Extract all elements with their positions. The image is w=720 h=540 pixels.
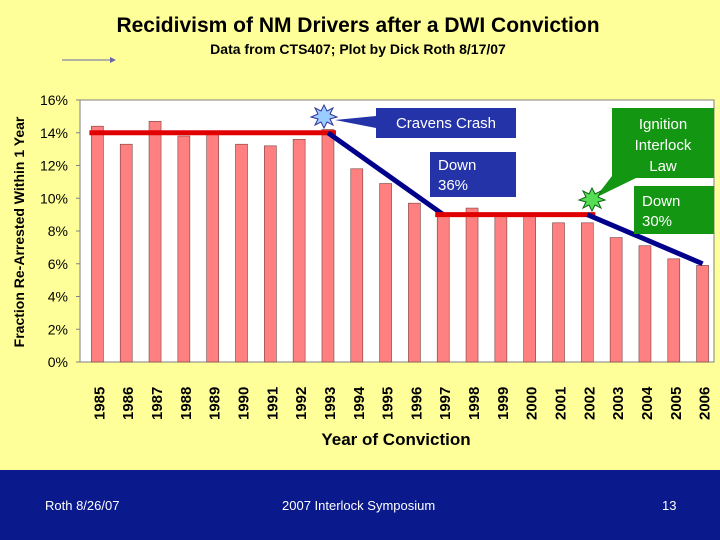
interlock-callout (612, 108, 714, 178)
bar-2005 (667, 258, 681, 363)
x-tick-labels: 1985 1986 1987 1988 1989 1990 1991 1992 1993 1994… (91, 386, 713, 420)
trend-decline-2002-2006 (586, 212, 704, 267)
x-tick-label-1990: 1990 (236, 387, 253, 420)
x-tick-label-1999: 1999 (495, 387, 512, 420)
y-tick-label: 8% (48, 223, 68, 239)
x-tick-label-1998: 1998 (466, 387, 483, 420)
bar-1995 (379, 183, 392, 363)
x-tick-label-2003: 2003 (610, 387, 627, 420)
y-tick-label: 2% (48, 321, 68, 337)
x-tick-label-1996: 1996 (408, 387, 425, 420)
x-tick-label-1992: 1992 (293, 387, 310, 420)
bar-2006 (696, 265, 709, 363)
bar-1996 (408, 202, 421, 363)
bars (91, 120, 709, 363)
y-tick-label: 14% (40, 125, 68, 141)
x-tick-label-2006: 2006 (697, 387, 714, 420)
y-tick-label: 6% (48, 256, 68, 272)
bar-2004 (638, 245, 652, 363)
x-tick-label-1988: 1988 (178, 387, 195, 420)
y-tick-label: 10% (40, 190, 68, 206)
x-tick-label-1985: 1985 (91, 387, 108, 420)
y-tick-label: 12% (40, 158, 68, 174)
chart-subtitle: Data from CTS407; Plot by Dick Roth 8/17… (210, 41, 506, 57)
interlock-callout-text-line1: Ignition (639, 116, 687, 133)
y-axis-label: Fraction Re-Arrested Within 1 Year (11, 116, 27, 347)
bar-1986 (119, 143, 133, 363)
down30-callout-text-line1: Down (642, 193, 680, 210)
down30-callout-text-line2: 30% (642, 213, 672, 230)
footer-author-date: Roth 8/26/07 (45, 498, 120, 513)
cravens-callout (376, 108, 516, 138)
cravens-callout-pointer (335, 116, 376, 128)
x-tick-label-2000: 2000 (524, 387, 541, 420)
x-tick-label-1989: 1989 (207, 387, 224, 420)
down36-callout-text-line1: Down (438, 157, 476, 174)
bar-1999 (494, 212, 508, 363)
y-tick-label: 16% (40, 92, 68, 108)
slide: Recidivism of NM Drivers after a DWI Con… (11, 14, 715, 449)
footer-page-number: 13 (662, 498, 677, 513)
bar-2001 (552, 222, 565, 363)
bar-1997 (436, 214, 450, 363)
interlock-callout-pointer (595, 176, 640, 198)
cravens-callout-text: Cravens Crash (396, 115, 496, 132)
trend-decline-1993-1997 (326, 130, 445, 217)
bar-2003 (609, 237, 623, 363)
x-axis-label: Year of Conviction (321, 430, 470, 449)
bar-2000 (523, 212, 536, 363)
bar-1990 (235, 143, 248, 363)
down36-callout (430, 152, 516, 197)
y-ticks: 0% 2% 4% 6% 8% 10% 12% 14% 16% (40, 92, 80, 370)
footer-event: 2007 Interlock Symposium (282, 498, 436, 513)
down30-callout (634, 186, 714, 234)
footer: Roth 8/26/07 2007 Interlock Symposium 13 (0, 470, 720, 540)
bar-1989 (206, 130, 219, 363)
x-tick-label-2001: 2001 (553, 387, 570, 420)
x-tick-label-1993: 1993 (322, 387, 339, 420)
bar-1998 (465, 207, 479, 363)
x-tick-label-1987: 1987 (149, 387, 166, 420)
bar-1994 (350, 168, 364, 363)
interlock-callout-text-line3: Law (649, 158, 677, 175)
bar-1987 (148, 120, 162, 363)
x-tick-label-1995: 1995 (380, 387, 397, 420)
down36-callout-text-line2: 36% (438, 177, 468, 194)
x-tick-label-2005: 2005 (668, 387, 685, 420)
interlock-callout-text-line2: Interlock (635, 137, 692, 154)
y-tick-label: 0% (48, 354, 68, 370)
trend-lines (89, 130, 704, 267)
bar-1992 (292, 139, 306, 363)
x-tick-label-1994: 1994 (351, 386, 368, 420)
x-tick-label-1986: 1986 (120, 387, 137, 420)
crash-burst-icon (309, 103, 339, 130)
bar-1991 (264, 145, 277, 363)
subtitle-arrow-head (110, 57, 116, 63)
bar-1988 (177, 135, 191, 363)
x-tick-label-2002: 2002 (581, 387, 598, 420)
x-tick-label-1997: 1997 (437, 387, 454, 420)
chart: Recidivism of NM Drivers after a DWI Con… (11, 14, 715, 449)
x-tick-label-1991: 1991 (264, 387, 281, 420)
chart-title: Recidivism of NM Drivers after a DWI Con… (116, 14, 599, 37)
y-tick-label: 4% (48, 289, 68, 305)
bar-1985 (91, 125, 104, 363)
bar-1993 (321, 129, 335, 363)
law-burst-icon (577, 186, 607, 213)
bar-2002 (581, 222, 594, 363)
x-tick-label-2004: 2004 (639, 386, 656, 420)
